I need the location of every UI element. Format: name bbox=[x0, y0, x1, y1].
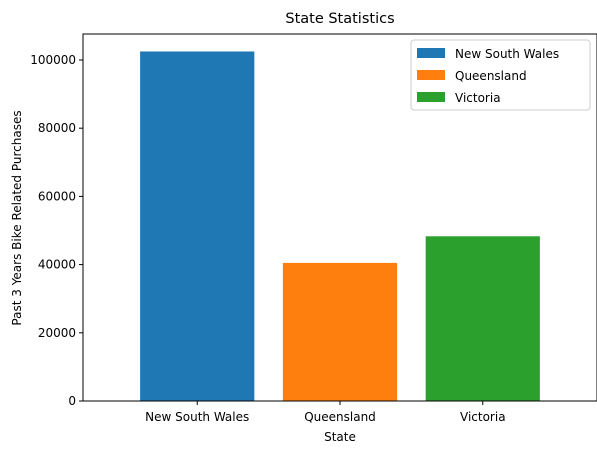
bar-new-south-wales bbox=[140, 51, 255, 401]
legend-frame bbox=[410, 39, 591, 111]
y-tick-label: 40000 bbox=[38, 258, 76, 272]
x-axis-label: State bbox=[324, 430, 356, 444]
y-tick-label: 0 bbox=[68, 394, 76, 408]
legend-label: New South Wales bbox=[455, 47, 559, 61]
legend-swatch bbox=[417, 70, 445, 80]
legend: New South Wales Queensland Victoria bbox=[410, 39, 591, 111]
x-axis-ticks: New South Wales Queensland Victoria bbox=[145, 401, 506, 424]
y-tick-label: 80000 bbox=[38, 121, 76, 135]
y-tick-label: 100000 bbox=[30, 53, 76, 67]
x-tick-label: New South Wales bbox=[145, 410, 249, 424]
bar-victoria bbox=[425, 236, 540, 401]
y-tick-label: 20000 bbox=[38, 326, 76, 340]
bar-queensland bbox=[282, 262, 398, 401]
y-axis-label: Past 3 Years Bike Related Purchases bbox=[10, 110, 24, 325]
bars-group bbox=[140, 51, 540, 401]
chart-title: State Statistics bbox=[285, 11, 394, 27]
legend-swatch bbox=[417, 48, 445, 58]
legend-label: Victoria bbox=[455, 91, 501, 105]
legend-label: Queensland bbox=[455, 69, 527, 83]
x-tick-label: Victoria bbox=[460, 410, 506, 424]
y-tick-label: 60000 bbox=[38, 189, 76, 203]
legend-swatch bbox=[417, 92, 445, 102]
y-axis-ticks: 0 20000 40000 60000 80000 100000 bbox=[30, 53, 83, 408]
x-tick-label: Queensland bbox=[304, 410, 376, 424]
